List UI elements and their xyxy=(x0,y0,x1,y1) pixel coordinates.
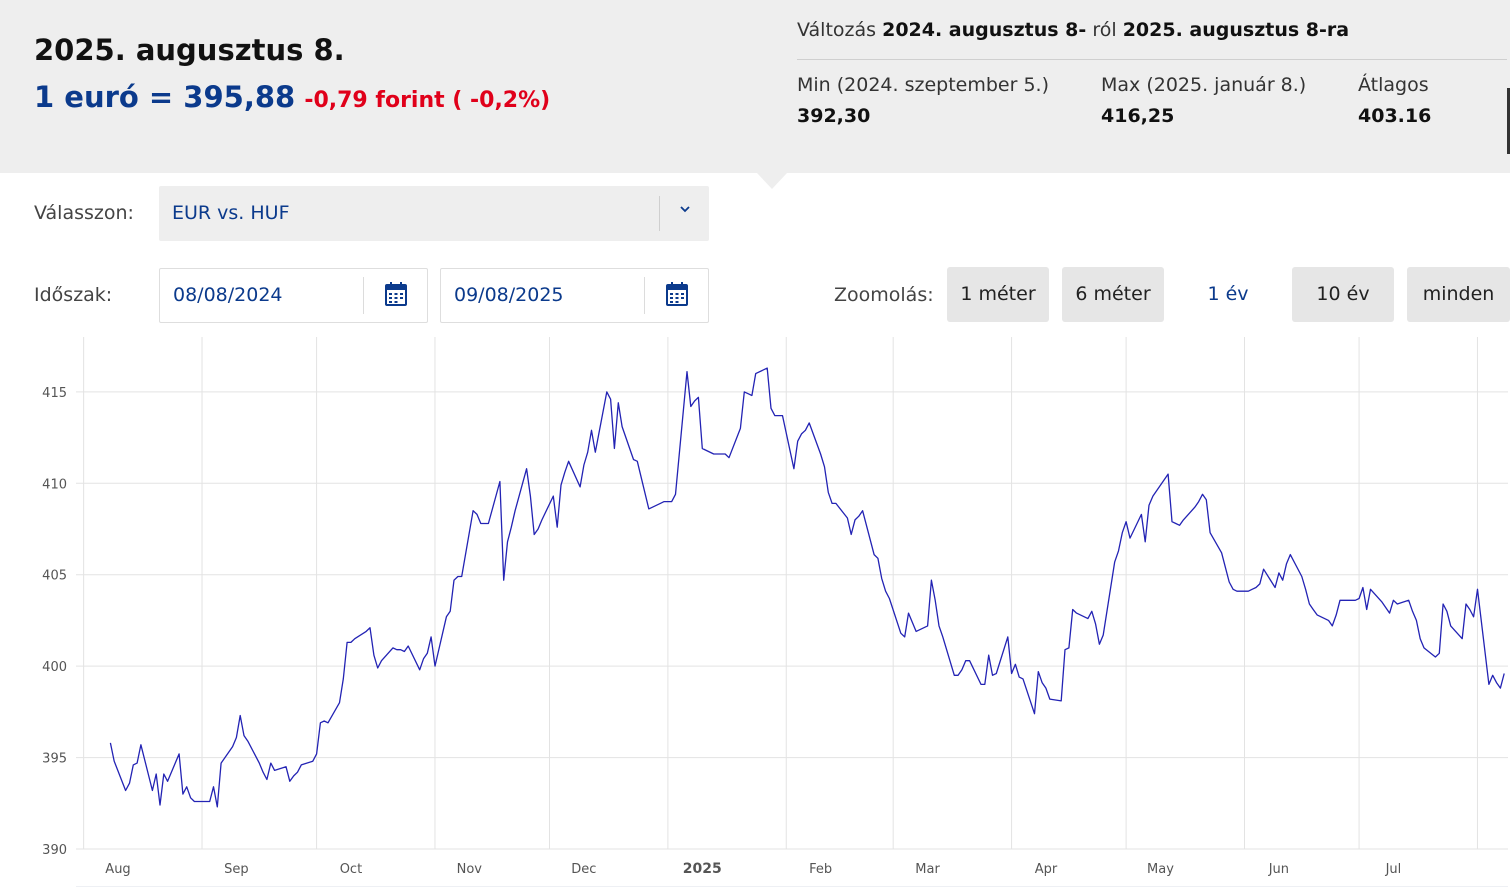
y-tick-label: 390 xyxy=(42,843,67,858)
x-tick-label: Apr xyxy=(1035,862,1058,877)
zoom-1-month-button[interactable]: 1 méter xyxy=(947,267,1049,322)
change-from: 2024. augusztus 8- xyxy=(882,19,1087,41)
panel-edge-bar xyxy=(1507,88,1510,154)
rate-value: 1 euró = 395,88 xyxy=(34,80,296,114)
zoom-6-month-button[interactable]: 6 méter xyxy=(1062,267,1164,322)
avg-label: Átlagos xyxy=(1358,74,1429,96)
select-label: Válasszon: xyxy=(34,202,134,224)
x-tick-label: Oct xyxy=(340,862,362,877)
date-to-separator xyxy=(644,277,645,314)
max-label: Max (2025. január 8.) xyxy=(1101,74,1307,96)
change-period-title: Változás 2024. augusztus 8- ról 2025. au… xyxy=(797,19,1349,41)
zoom-1-year-button[interactable]: 1 év xyxy=(1207,283,1249,305)
max-stat: Max (2025. január 8.) 416,25 xyxy=(1101,74,1306,127)
series-line xyxy=(109,367,1505,808)
y-tick-label: 395 xyxy=(42,752,67,767)
date-to-field[interactable]: 09/08/2025 xyxy=(440,268,709,323)
change-prefix: Változás xyxy=(797,19,877,41)
change-to: 2025. augusztus 8-ra xyxy=(1122,19,1350,41)
x-tick-label: Feb xyxy=(809,862,832,877)
x-tick-label: Dec xyxy=(571,862,596,877)
change-mid: ról xyxy=(1092,19,1117,41)
zoom-10-year-button[interactable]: 10 év xyxy=(1292,267,1394,322)
calendar-icon[interactable] xyxy=(385,282,407,306)
summary-panel xyxy=(0,0,1510,173)
date-to-value: 09/08/2025 xyxy=(454,284,564,306)
date-from-separator xyxy=(363,277,364,314)
avg-stat: Átlagos 403.16 xyxy=(1358,74,1431,127)
min-value: 392,30 xyxy=(797,105,871,127)
x-tick-label: May xyxy=(1147,862,1174,877)
currency-select-value: EUR vs. HUF xyxy=(172,202,290,224)
plot-area xyxy=(76,337,1508,879)
y-tick-label: 415 xyxy=(42,386,67,401)
max-value: 416,25 xyxy=(1101,105,1175,127)
min-stat: Min (2024. szeptember 5.) 392,30 xyxy=(797,74,1049,127)
x-tick-label: Sep xyxy=(224,862,249,877)
x-tick-label: 2025 xyxy=(683,861,722,877)
avg-value: 403.16 xyxy=(1358,105,1432,127)
page-title: 2025. augusztus 8. xyxy=(34,33,345,67)
zoom-label: Zoomolás: xyxy=(834,284,934,306)
currency-select[interactable]: EUR vs. HUF xyxy=(159,186,709,241)
x-tick-label: Nov xyxy=(457,862,483,877)
calendar-icon[interactable] xyxy=(666,282,688,306)
date-from-value: 08/08/2024 xyxy=(173,284,283,306)
y-tick-label: 405 xyxy=(42,569,67,584)
rate-change: -0,79 forint ( -0,2%) xyxy=(304,88,551,113)
chevron-down-icon[interactable] xyxy=(678,201,692,220)
date-from-field[interactable]: 08/08/2024 xyxy=(159,268,428,323)
summary-divider xyxy=(797,59,1507,60)
min-label: Min (2024. szeptember 5.) xyxy=(797,74,1050,96)
period-label: Időszak: xyxy=(34,284,113,306)
rate-line-chart[interactable]: 390 395 400 405 410 415 Aug Sep Oct Nov Dec 2025 Feb… xyxy=(0,335,1510,887)
zoom-all-button[interactable]: minden xyxy=(1407,267,1510,322)
x-tick-label: Aug xyxy=(105,862,130,877)
x-tick-label: Jun xyxy=(1268,862,1289,877)
rate-line: 1 euró = 395,88 -0,79 forint ( -0,2%) xyxy=(34,80,550,114)
panel-pointer xyxy=(757,173,787,189)
select-separator xyxy=(659,196,660,231)
y-tick-label: 400 xyxy=(42,660,67,675)
x-tick-label: Mar xyxy=(915,862,940,877)
x-tick-label: Jul xyxy=(1385,862,1402,877)
y-tick-label: 410 xyxy=(42,477,67,492)
